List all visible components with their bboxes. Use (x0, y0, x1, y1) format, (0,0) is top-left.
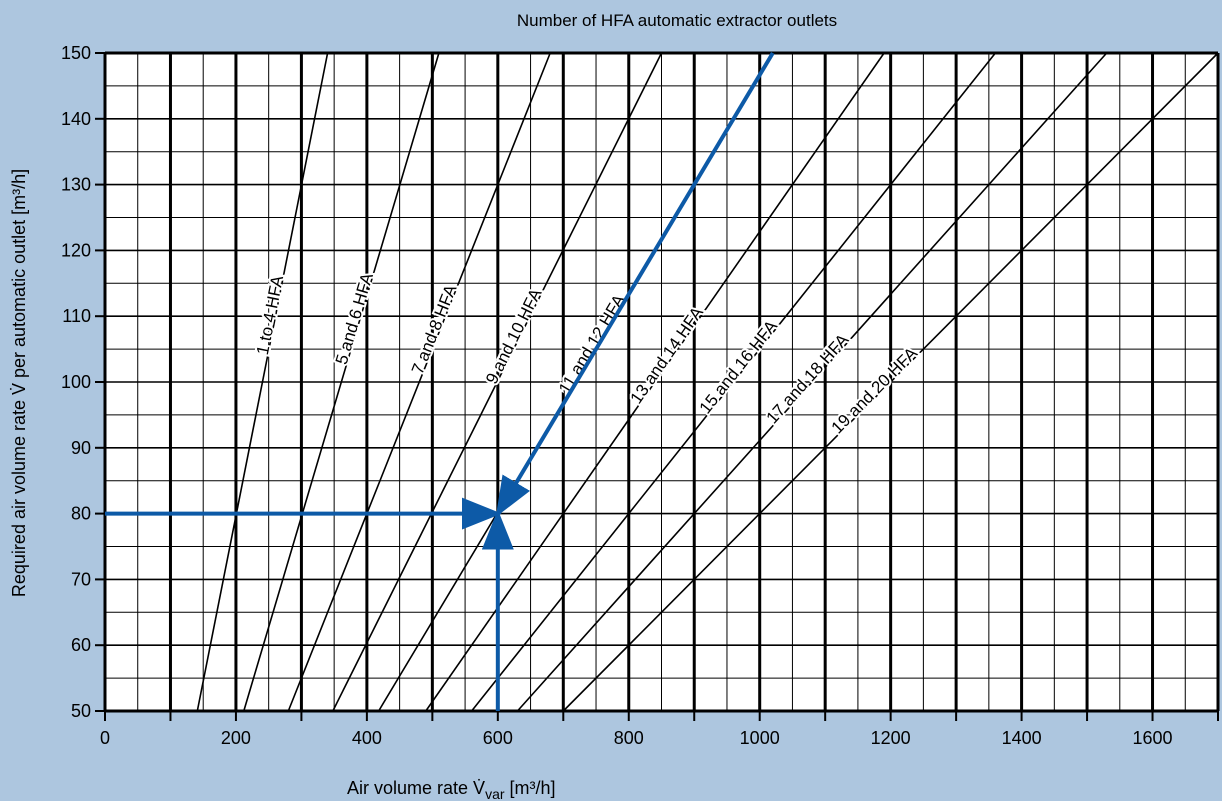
series-line (287, 52, 551, 712)
series-line (196, 52, 329, 712)
chart-title: Number of HFA automatic extractor outlet… (517, 11, 837, 30)
y-tick-label: 60 (71, 635, 91, 655)
x-tick-label: 0 (100, 728, 110, 748)
x-axis-label: Air volume rate V̇var [m³/h] (347, 778, 556, 801)
y-tick-label: 140 (61, 109, 91, 129)
y-tick-label: 100 (61, 372, 91, 392)
tick-labels: 0 200 400 600 800 1000 1200 1400 1600 50 60 70 80 90 1… (61, 43, 1173, 748)
x-tick-label: 800 (614, 728, 644, 748)
example-arrows (105, 51, 775, 711)
series-line (425, 52, 885, 712)
series-lines (196, 52, 1219, 712)
series-line (471, 52, 997, 712)
y-tick-label: 90 (71, 438, 91, 458)
series-line (562, 52, 1219, 712)
x-tick-label: 1400 (1002, 728, 1042, 748)
y-tick-label: 120 (61, 240, 91, 260)
y-tick-label: 110 (62, 306, 91, 326)
series-line (243, 52, 440, 712)
x-tick-label: 1600 (1133, 728, 1173, 748)
x-tick-label: 400 (352, 728, 382, 748)
y-tick-label: 130 (61, 175, 91, 195)
series-line (516, 52, 1108, 712)
x-tick-label: 1000 (740, 728, 780, 748)
grid (95, 51, 1220, 721)
series-line (332, 52, 663, 712)
y-axis-label: Required air volume rate V̇ per automati… (9, 169, 29, 597)
x-tick-label: 600 (483, 728, 513, 748)
y-tick-label: 150 (61, 43, 91, 63)
y-tick-label: 80 (71, 504, 91, 524)
y-tick-label: 50 (71, 701, 91, 721)
y-tick-label: 70 (71, 569, 91, 589)
x-tick-label: 1200 (871, 728, 911, 748)
x-tick-label: 200 (221, 728, 251, 748)
example-arrow (495, 51, 775, 518)
